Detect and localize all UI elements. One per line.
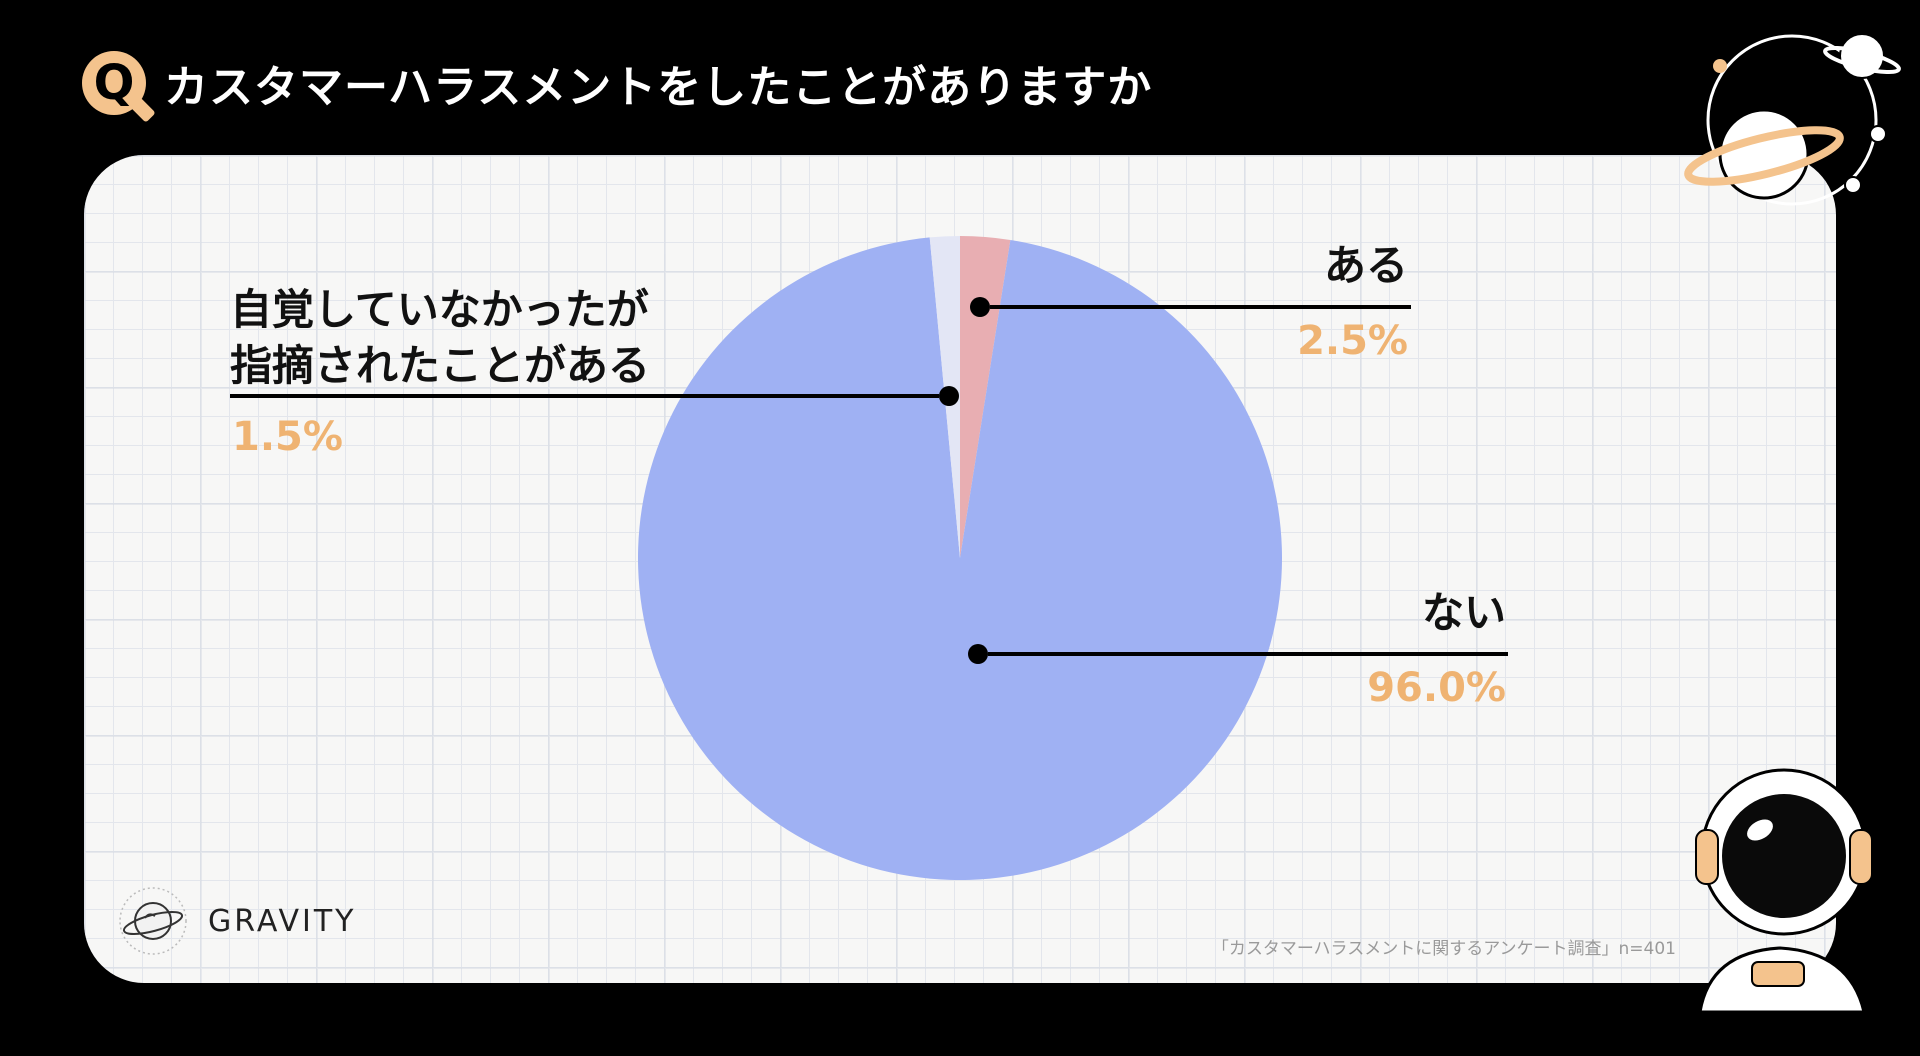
percent-other: 1.5% bbox=[232, 414, 343, 460]
pie-slice-aru bbox=[960, 236, 1011, 558]
gravity-logo-icon bbox=[119, 887, 187, 955]
label-other-line-2: 指摘されたことがある bbox=[230, 341, 651, 390]
label-other-line-1: 自覚していなかったが bbox=[230, 285, 649, 334]
label-aru: ある bbox=[1323, 241, 1408, 290]
q-badge-icon: Q bbox=[82, 51, 146, 115]
planet-decoration-icon bbox=[1684, 33, 1901, 206]
question-title: カスタマーハラスメントをしたことがありますか bbox=[164, 62, 1153, 113]
percent-nai: 96.0% bbox=[1367, 665, 1506, 711]
percent-aru: 2.5% bbox=[1297, 318, 1408, 364]
leader-other-dot bbox=[939, 386, 959, 406]
leader-nai-dot bbox=[968, 644, 988, 664]
brand: GRAVITY bbox=[118, 886, 357, 956]
source-note: 「カスタマーハラスメントに関するアンケート調査」n=401 bbox=[1211, 939, 1676, 959]
label-nai: ない bbox=[1421, 588, 1506, 637]
brand-name: GRAVITY bbox=[208, 903, 357, 939]
label-other: 自覚していなかったが 指摘されたことがある bbox=[230, 282, 650, 394]
q-badge-letter: Q bbox=[93, 55, 135, 111]
leader-aru-dot bbox=[970, 297, 990, 317]
astronaut-decoration-icon bbox=[1695, 768, 1873, 1014]
question-header: Q カスタマーハラスメントをしたことがありますか bbox=[82, 46, 1152, 120]
pie-slice-nai bbox=[638, 237, 1283, 880]
